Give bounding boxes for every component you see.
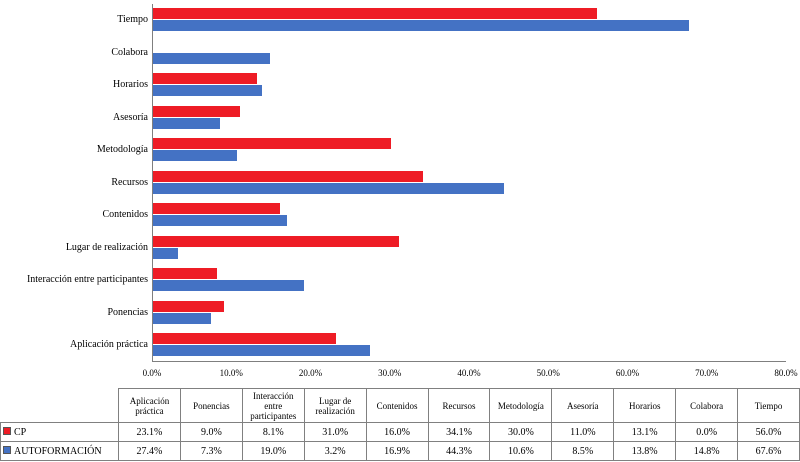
x-tick-label: 10.0%	[219, 368, 243, 378]
category-label: Tiempo	[117, 14, 148, 25]
value-cell: 11.0%	[551, 422, 615, 442]
value-cell: 7.3%	[179, 441, 243, 461]
bar-cp	[153, 105, 241, 117]
x-tick-label: 30.0%	[378, 368, 402, 378]
column-header: Lugar de realización	[303, 388, 367, 423]
column-header: Recursos	[427, 388, 491, 423]
bar-autoformaci-n	[153, 312, 211, 324]
bar-cp	[153, 300, 225, 312]
bar-cp	[153, 8, 597, 19]
value-cell: 13.8%	[613, 441, 677, 461]
table-header-row: Aplicación práctica Ponencias Interacción …	[1, 388, 800, 423]
category-label: Contenidos	[102, 209, 148, 221]
column-header: Interacción entre participantes	[241, 388, 305, 423]
value-cell: 23.1%	[118, 422, 181, 442]
value-cell: 27.4%	[118, 441, 181, 461]
bar-autoformaci-n	[153, 182, 505, 194]
value-cell: 0.0%	[675, 422, 739, 442]
value-cell: 30.0%	[489, 422, 553, 442]
category-label: Interacción entre participantes	[26, 274, 148, 286]
value-cell: 34.1%	[427, 422, 491, 442]
x-tick-label: 50.0%	[536, 368, 560, 378]
x-tick-label: 70.0%	[695, 368, 719, 378]
value-cell: 16.9%	[365, 441, 429, 461]
category-label: Lugar de realización	[65, 241, 148, 253]
value-cell: 31.0%	[303, 422, 367, 442]
category-label: Recursos	[111, 176, 148, 188]
value-cell: 14.8%	[675, 441, 739, 461]
bar-cp	[153, 73, 257, 85]
legend-cell: AUTOFORMACIÓN	[0, 441, 119, 461]
table-row: AUTOFORMACIÓN 27.4% 7.3% 19.0% 3.2% 16.9% 44.3…	[0, 441, 800, 461]
value-cell: 9.0%	[179, 422, 243, 442]
category-label: Aplicación práctica	[69, 339, 148, 351]
value-cell: 10.6%	[489, 441, 553, 461]
category-label: Horarios	[113, 79, 148, 91]
plot-area	[152, 4, 786, 362]
table-corner-cell	[1, 389, 119, 423]
column-header: Ponencias	[179, 388, 243, 423]
bar-autoformaci-n	[153, 150, 237, 162]
bar-autoformaci-n	[153, 345, 371, 357]
data-table: Aplicación práctica Ponencias Interacción …	[0, 388, 800, 461]
bar-autoformaci-n	[153, 85, 263, 97]
column-header: Horarios	[613, 388, 677, 423]
bar-cp	[153, 268, 218, 280]
bar-autoformaci-n	[153, 20, 689, 31]
column-header: Aplicación práctica	[118, 388, 181, 423]
data-table-area: Aplicación práctica Ponencias Interacción …	[0, 388, 800, 462]
value-cell: 19.0%	[241, 441, 305, 461]
column-header: Metodología	[489, 388, 553, 423]
bar-autoformaci-n	[153, 117, 221, 129]
x-tick-label: 20.0%	[298, 368, 323, 378]
bar-cp	[153, 235, 399, 247]
value-cell: 3.2%	[303, 441, 367, 461]
table-row: CP 23.1% 9.0% 8.1% 31.0% 16.0% 34.1% 30.0% 11.0%…	[0, 422, 800, 442]
legend-cell: CP	[0, 422, 119, 442]
value-cell: 67.6%	[737, 441, 800, 461]
category-label: Metodología	[96, 144, 148, 156]
x-tick-label: 40.0%	[457, 368, 481, 378]
category-label: Asesoría	[113, 111, 148, 123]
column-header: Colabora	[675, 388, 739, 423]
x-tick-label: 60.0%	[615, 368, 640, 378]
value-cell: 8.5%	[551, 441, 615, 461]
bar-cp	[153, 138, 391, 150]
x-tick-label: 80.0%	[774, 368, 798, 378]
bar-cp	[153, 170, 424, 182]
chart: 0.0% 10.0% 20.0% 30.0% 40.0% 50.0% 60.0% 70.0% 8…	[26, 4, 798, 378]
column-header: Asesoría	[551, 388, 615, 423]
category-label: Colabora	[111, 46, 148, 58]
bar-autoformaci-n	[153, 247, 179, 259]
column-header: Tiempo	[737, 388, 800, 423]
bar-cp	[153, 333, 337, 345]
value-cell: 56.0%	[737, 422, 800, 442]
bar-autoformaci-n	[153, 52, 271, 64]
legend-label: CP	[14, 426, 27, 438]
column-header: Contenidos	[365, 388, 429, 423]
category-label: Ponencias	[107, 306, 148, 318]
legend-swatch-icon	[3, 446, 11, 455]
x-tick-label: 0.0%	[142, 368, 162, 378]
value-cell: 16.0%	[365, 422, 429, 442]
value-cell: 44.3%	[427, 441, 491, 461]
bar-autoformaci-n	[153, 280, 304, 292]
data-table-body: Aplicación práctica Ponencias Interacción …	[0, 388, 800, 461]
legend-label: AUTOFORMACIÓN	[14, 445, 102, 457]
legend-swatch-icon	[3, 427, 11, 436]
value-cell: 13.1%	[613, 422, 677, 442]
bar-autoformaci-n	[153, 215, 287, 227]
value-cell: 8.1%	[241, 422, 305, 442]
bar-cp	[153, 203, 280, 215]
